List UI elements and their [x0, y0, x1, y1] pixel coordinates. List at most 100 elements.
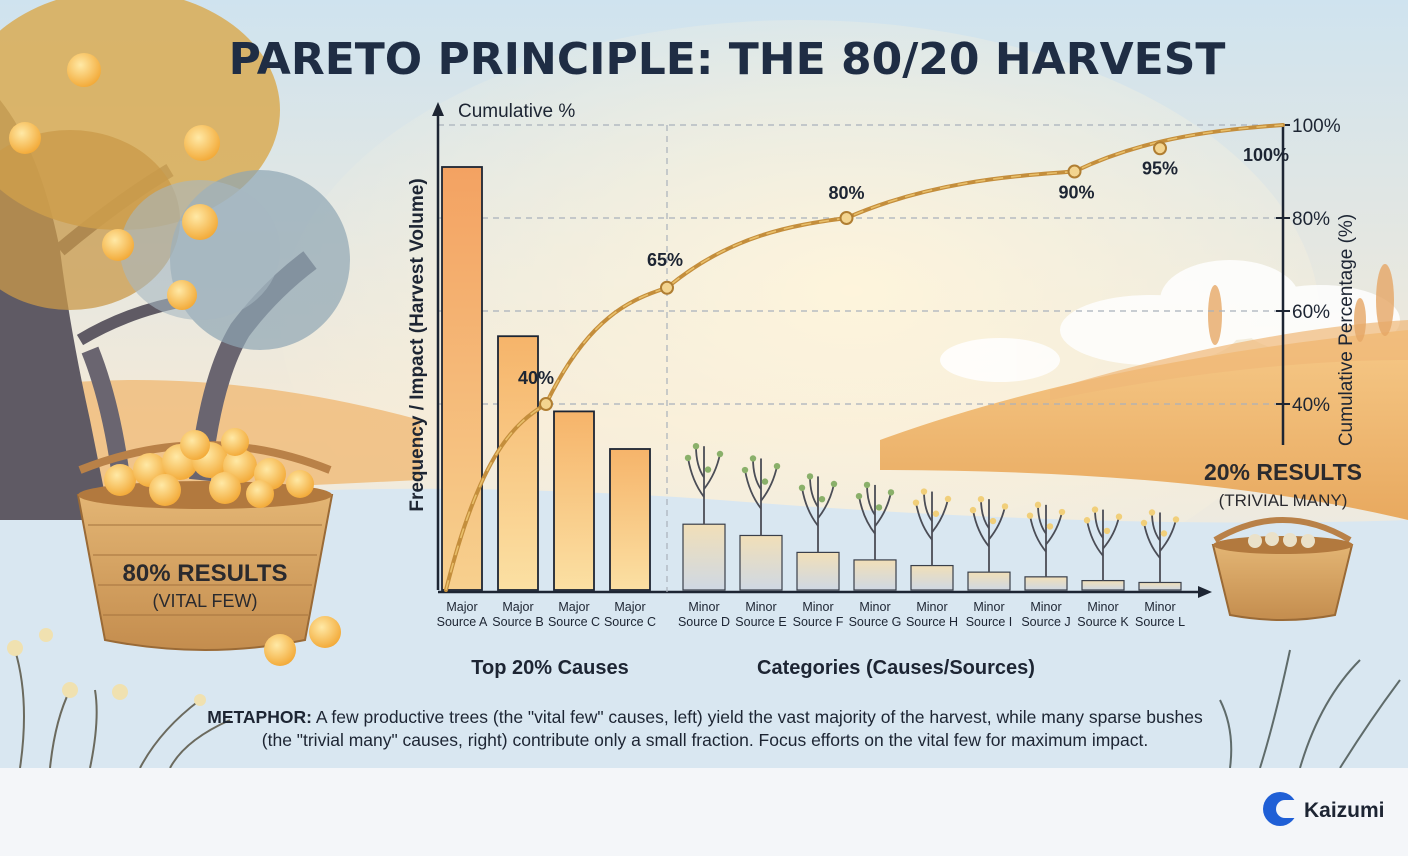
x-axis-label: Categories (Causes/Sources)	[757, 657, 1035, 679]
ground	[0, 488, 1408, 768]
sapling-leaf	[1140, 519, 1148, 527]
y2-tick-label: 60%	[1292, 302, 1330, 323]
sapling-leaf	[875, 504, 883, 511]
right-basket	[1211, 517, 1354, 621]
cumulative-label: 95%	[1142, 158, 1178, 178]
x-tick-label: Major	[614, 600, 645, 614]
saplings	[684, 443, 1180, 583]
x-tick-label: Source C	[548, 615, 600, 629]
cumulative-label: 90%	[1058, 183, 1094, 203]
cumulative-labels: 40% 65% 80% 90% 95% 100%	[518, 141, 1289, 411]
sapling-leaf	[1034, 501, 1042, 509]
x-tick-label: Source I	[966, 615, 1013, 629]
bar	[1024, 576, 1068, 591]
bar	[853, 559, 897, 591]
right-basket-sublabel: (TRIVIAL MANY)	[1219, 491, 1348, 510]
bar	[796, 551, 840, 591]
distant-cypress	[1208, 264, 1394, 345]
left-basket-sublabel: (VITAL FEW)	[153, 591, 258, 611]
x-tick-label: Source K	[1077, 615, 1129, 629]
x-tick-label: Source G	[849, 615, 902, 629]
sapling-leaf	[741, 466, 749, 474]
left-basket	[76, 428, 341, 666]
bar	[1081, 579, 1125, 591]
cumulative-point	[1067, 164, 1082, 179]
sapling-leaf	[1026, 512, 1034, 519]
sapling-leaf	[863, 481, 871, 489]
bar	[739, 534, 783, 591]
cumulative-label: 100%	[1243, 145, 1289, 165]
sapling-leaf	[798, 484, 806, 491]
sapling-leaf	[887, 489, 895, 496]
sapling-leaf	[989, 517, 997, 525]
cumulative-point	[660, 280, 674, 295]
cumulative-label: 65%	[647, 250, 683, 270]
bar	[441, 166, 483, 591]
sapling-leaf	[761, 478, 769, 485]
sapling-leaf	[704, 466, 712, 473]
sapling-leaf	[855, 492, 863, 500]
bar	[497, 335, 539, 591]
x-tick-label: Major	[446, 600, 477, 614]
cumulative-curve	[444, 123, 1285, 592]
sapling-leaf	[692, 443, 700, 450]
sapling	[744, 458, 778, 536]
apple-tree	[0, 0, 350, 520]
sapling-leaf	[1115, 513, 1123, 520]
right-hill	[880, 330, 1408, 520]
brand-name: Kaizumi	[1304, 799, 1385, 822]
x-tick-label: Source J	[1021, 615, 1070, 629]
far-hill	[1050, 320, 1408, 400]
x-tick-label: Minor	[859, 600, 890, 614]
sapling-leaf	[1001, 503, 1009, 510]
x-tick-label: Minor	[973, 600, 1004, 614]
sapling-leaf	[932, 510, 940, 517]
x-tick-label: Source F	[793, 615, 844, 629]
foreground-berries-left	[7, 628, 206, 706]
footer-bar	[0, 768, 1408, 851]
y2-tick-label: 100%	[1292, 116, 1341, 137]
metaphor-label: METAPHOR:	[207, 707, 312, 727]
metaphor-text-1: A few productive trees (the "vital few" …	[316, 707, 1203, 727]
foreground-grass-right	[1219, 649, 1401, 769]
bars	[441, 166, 1182, 591]
x-tick-label: Source H	[906, 615, 958, 629]
tree-apples	[9, 53, 220, 310]
left-basket-label: 80% RESULTS	[123, 560, 288, 587]
bar	[967, 571, 1011, 591]
sapling-leaf	[749, 455, 757, 462]
x-tick-label: Major	[502, 600, 533, 614]
sapling-leaf	[920, 488, 928, 495]
bar	[609, 448, 651, 591]
sapling-leaf	[944, 495, 952, 503]
cumulative-point	[539, 397, 553, 411]
sapling-leaf	[1148, 509, 1156, 516]
cumulative-point	[1153, 141, 1167, 156]
cumulative-label: 40%	[518, 368, 554, 388]
x-tick-label: Minor	[916, 600, 947, 614]
y-axis-label: Frequency / Impact (Harvest Volume)	[407, 178, 428, 511]
x-tick-label: Minor	[1144, 600, 1175, 614]
sapling-leaf	[1058, 508, 1066, 516]
page-title: PARETO PRINCIPLE: THE 80/20 HARVEST	[229, 34, 1226, 85]
kaizumi-logo-icon	[1263, 792, 1299, 826]
sapling-leaf	[977, 495, 985, 503]
x-tick-label: Major	[558, 600, 589, 614]
sapling-leaf	[1172, 516, 1180, 523]
sapling-leaf	[818, 496, 826, 503]
x-tick-label: Source E	[735, 615, 786, 629]
x-axis-arrow	[1198, 586, 1212, 598]
sapling-leaf	[1091, 506, 1099, 513]
y2-tick-label: 80%	[1292, 209, 1330, 230]
sapling-leaf	[806, 473, 814, 480]
sapling	[801, 476, 835, 553]
cumulative-vine	[445, 124, 1284, 591]
sapling-leaf	[912, 499, 920, 506]
sapling-leaf	[1160, 530, 1168, 537]
sapling-leaf	[773, 462, 781, 470]
cumulative-label: 80%	[828, 183, 864, 203]
x-tick-label: Minor	[688, 600, 719, 614]
